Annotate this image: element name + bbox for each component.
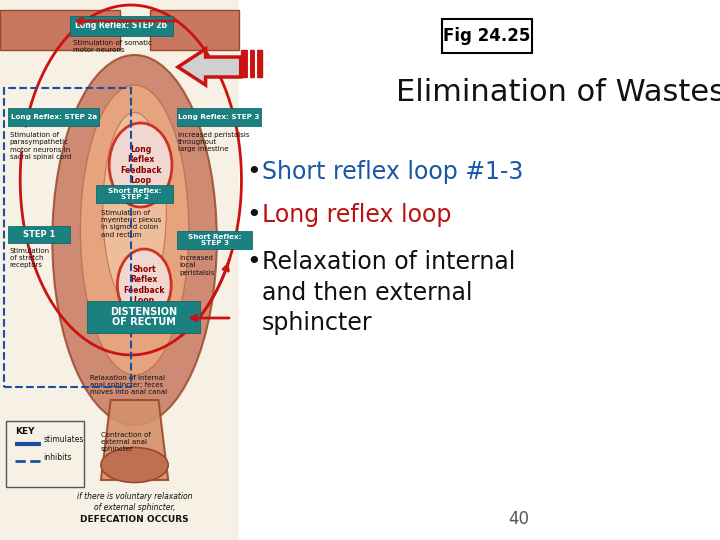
Polygon shape bbox=[101, 400, 168, 480]
Text: Contraction of
external anal
sphincter: Contraction of external anal sphincter bbox=[101, 432, 150, 453]
Text: Short
Reflex
Feedback
Loop: Short Reflex Feedback Loop bbox=[124, 265, 165, 305]
Ellipse shape bbox=[103, 112, 166, 307]
Text: ||: || bbox=[130, 315, 137, 325]
FancyBboxPatch shape bbox=[241, 50, 248, 77]
Text: Long
Reflex
Feedback
Loop: Long Reflex Feedback Loop bbox=[120, 145, 161, 185]
FancyBboxPatch shape bbox=[256, 50, 262, 77]
Text: Short reflex loop #1-3: Short reflex loop #1-3 bbox=[261, 160, 523, 184]
Polygon shape bbox=[0, 10, 120, 50]
Text: DEFECATION OCCURS: DEFECATION OCCURS bbox=[80, 515, 189, 524]
FancyBboxPatch shape bbox=[87, 301, 199, 333]
FancyBboxPatch shape bbox=[8, 226, 70, 243]
Text: Stimulation of
myenteric plexus
in sigmoid colon
and rectum: Stimulation of myenteric plexus in sigmo… bbox=[101, 210, 161, 238]
Text: Elimination of Wastes: Elimination of Wastes bbox=[396, 78, 720, 107]
Ellipse shape bbox=[101, 448, 168, 483]
Text: if there is voluntary relaxation
of external sphincter,: if there is voluntary relaxation of exte… bbox=[77, 492, 192, 512]
FancyBboxPatch shape bbox=[6, 421, 84, 487]
Polygon shape bbox=[150, 10, 239, 50]
Text: Long Reflex: STEP 3: Long Reflex: STEP 3 bbox=[179, 114, 260, 120]
Text: •: • bbox=[247, 160, 261, 184]
Ellipse shape bbox=[81, 85, 189, 375]
Text: •: • bbox=[247, 203, 261, 227]
Text: KEY: KEY bbox=[15, 427, 35, 436]
Text: STEP 1: STEP 1 bbox=[23, 230, 55, 239]
Text: Short Reflex:
STEP 3: Short Reflex: STEP 3 bbox=[188, 234, 241, 246]
FancyBboxPatch shape bbox=[71, 16, 173, 36]
Text: stimulates: stimulates bbox=[43, 435, 84, 444]
FancyBboxPatch shape bbox=[442, 19, 531, 53]
Ellipse shape bbox=[53, 55, 217, 425]
Text: Relaxation of internal
anal sphincter; feces
moves into anal canal: Relaxation of internal anal sphincter; f… bbox=[90, 375, 167, 395]
FancyBboxPatch shape bbox=[0, 0, 239, 540]
Circle shape bbox=[117, 249, 171, 321]
Text: Long Reflex: STEP 2b: Long Reflex: STEP 2b bbox=[76, 22, 168, 30]
Text: Stimulation of somatic
motor neurons: Stimulation of somatic motor neurons bbox=[73, 40, 152, 53]
Text: Stimulation
of stretch
receptors: Stimulation of stretch receptors bbox=[9, 248, 50, 268]
FancyBboxPatch shape bbox=[177, 231, 252, 249]
Text: Increased peristalsis
throughout
large intestine: Increased peristalsis throughout large i… bbox=[178, 132, 249, 152]
FancyBboxPatch shape bbox=[177, 108, 261, 126]
Text: Stimulation of
parasympathetic
motor neurons in
sacral spinal cord: Stimulation of parasympathetic motor neu… bbox=[9, 132, 71, 160]
Text: DISTENSION
OF RECTUM: DISTENSION OF RECTUM bbox=[110, 307, 177, 327]
Text: Increased
local
peristalsis: Increased local peristalsis bbox=[179, 255, 215, 275]
Polygon shape bbox=[178, 49, 240, 85]
FancyBboxPatch shape bbox=[8, 108, 99, 126]
Text: 40: 40 bbox=[508, 510, 529, 528]
Text: Fig 24.25: Fig 24.25 bbox=[443, 27, 531, 45]
Text: Short Reflex:
STEP 2: Short Reflex: STEP 2 bbox=[108, 188, 161, 200]
Text: •: • bbox=[247, 250, 261, 274]
Text: Long Reflex: STEP 2a: Long Reflex: STEP 2a bbox=[11, 114, 97, 120]
Text: inhibits: inhibits bbox=[43, 453, 72, 462]
Text: Relaxation of internal
and then external
sphincter: Relaxation of internal and then external… bbox=[261, 250, 515, 335]
Circle shape bbox=[109, 123, 172, 207]
Text: Long reflex loop: Long reflex loop bbox=[261, 203, 451, 227]
FancyBboxPatch shape bbox=[96, 185, 173, 203]
FancyBboxPatch shape bbox=[249, 50, 255, 77]
